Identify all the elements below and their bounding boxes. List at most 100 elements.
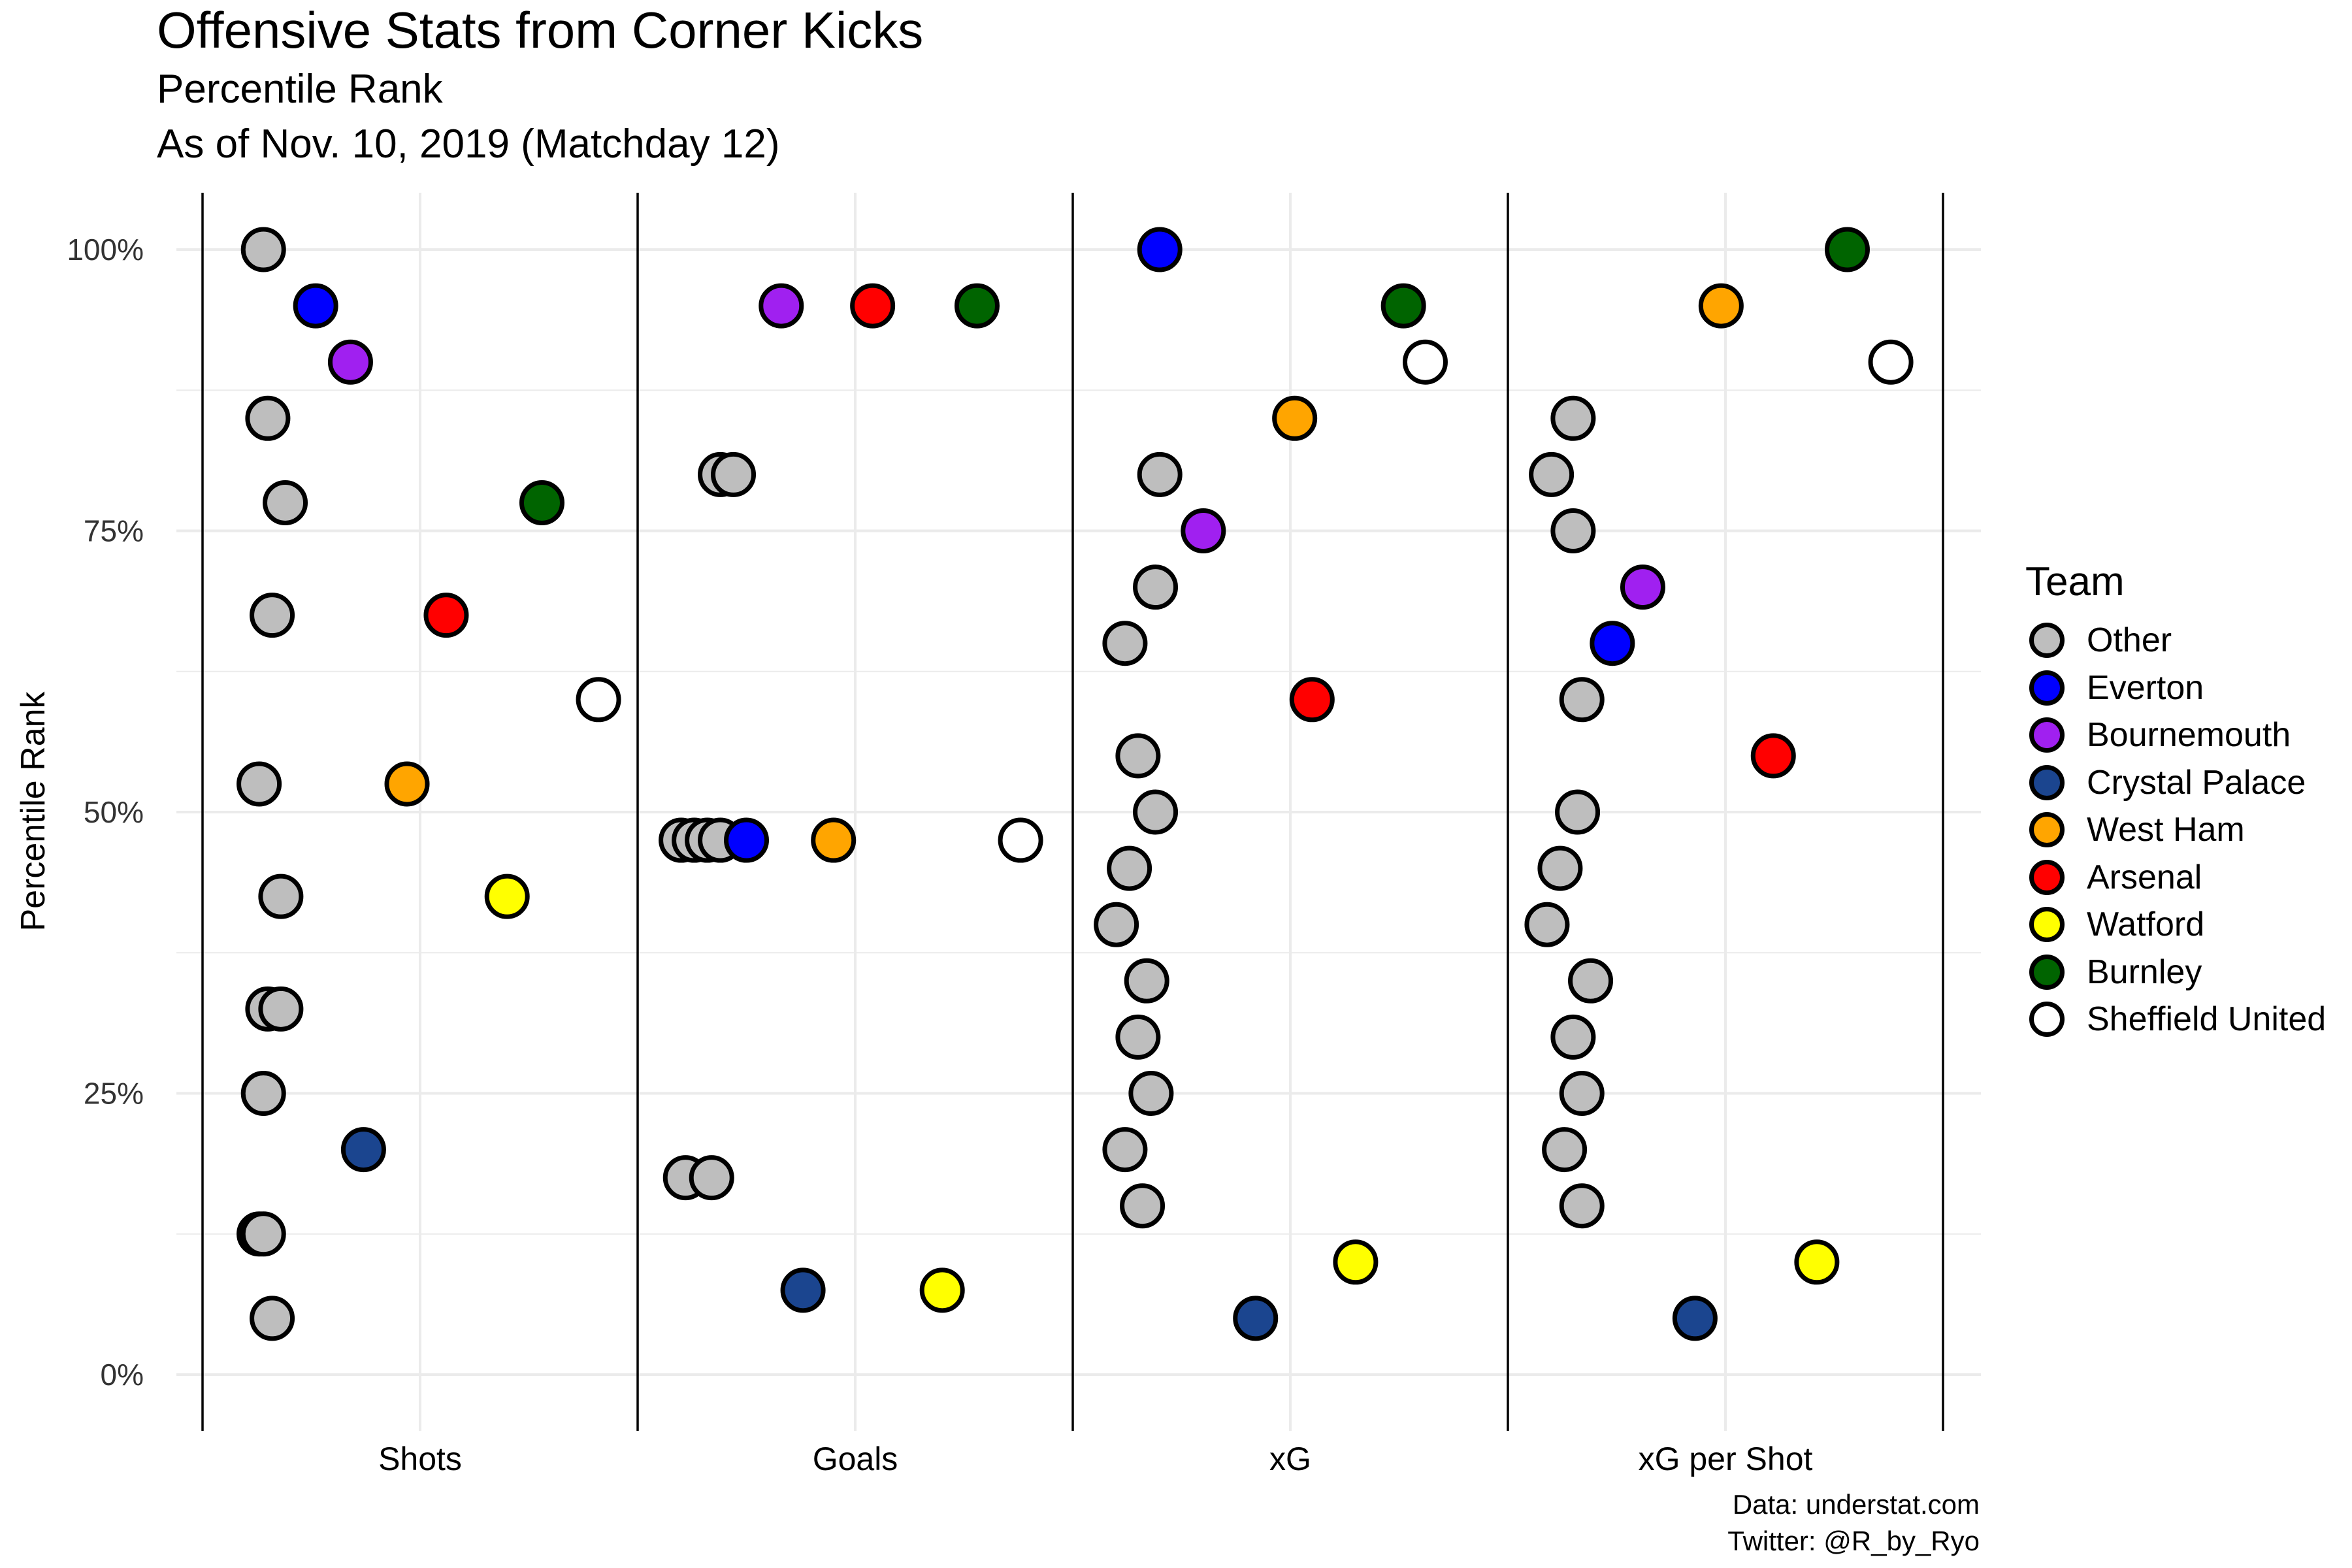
point-watford — [484, 874, 530, 919]
chart-subtitle-date: As of Nov. 10, 2019 (Matchday 12) — [157, 122, 780, 167]
y-tick-label: 0% — [101, 1358, 144, 1392]
legend-label: West Ham — [2087, 811, 2245, 849]
y-tick-label: 25% — [84, 1077, 144, 1111]
point-other — [258, 986, 304, 1032]
point-other — [1128, 1071, 1174, 1116]
chart-title: Offensive Stats from Corner Kicks — [157, 1, 924, 59]
point-other — [1559, 677, 1605, 723]
point-arsenal — [850, 283, 896, 329]
point-other — [1529, 451, 1575, 497]
point-sheffield-united — [1402, 339, 1448, 385]
x-tick-label: xG — [1269, 1441, 1311, 1477]
point-arsenal — [423, 593, 469, 638]
legend-item: Sheffield United — [2025, 996, 2326, 1043]
point-bournemouth — [327, 339, 373, 385]
x-tick-label: Shots — [378, 1441, 462, 1477]
legend-item: Everton — [2025, 664, 2326, 712]
point-other — [1115, 1014, 1161, 1060]
point-other — [711, 451, 757, 497]
point-other — [1107, 845, 1152, 891]
point-other — [1137, 451, 1183, 497]
point-other — [1559, 1183, 1605, 1229]
panel-dividers — [201, 193, 1944, 1431]
point-other — [1115, 733, 1161, 779]
legend-key — [2029, 954, 2065, 990]
point-west-ham — [811, 817, 857, 863]
legend-label: Watford — [2087, 906, 2205, 944]
legend-label: Sheffield United — [2087, 1000, 2327, 1039]
legend-key — [2029, 812, 2065, 848]
point-other — [258, 874, 304, 919]
y-axis-ticks: 0% 25% 50% 75% 100% — [67, 233, 144, 1392]
point-sheffield-united — [1868, 339, 1914, 385]
point-everton — [1590, 621, 1635, 666]
point-sheffield-united — [998, 817, 1043, 863]
point-everton — [724, 817, 769, 863]
point-crystal-palace — [340, 1127, 386, 1173]
caption-source: Data: understat.com — [1732, 1489, 1980, 1520]
point-west-ham — [1698, 283, 1744, 329]
point-other — [1094, 902, 1139, 947]
legend-label: Everton — [2087, 668, 2204, 707]
point-other — [245, 395, 291, 441]
point-sheffield-united — [576, 677, 621, 723]
point-other — [240, 1071, 286, 1116]
point-watford — [919, 1267, 965, 1313]
point-everton — [293, 283, 338, 329]
legend: Team Other Everton Bournemouth Crystal Pala… — [2025, 562, 2326, 1043]
legend-item: Watford — [2025, 901, 2326, 949]
legend-key — [2029, 717, 2065, 753]
point-crystal-palace — [1233, 1296, 1279, 1341]
point-other — [1120, 1183, 1166, 1229]
point-other — [1102, 621, 1148, 666]
point-other — [689, 1155, 734, 1201]
point-other — [1524, 902, 1570, 947]
point-watford — [1794, 1239, 1840, 1285]
point-other — [250, 593, 295, 638]
legend-key — [2029, 1002, 2065, 1037]
legend-title: Team — [2025, 559, 2125, 604]
caption-twitter: Twitter: @R_by_Ryo — [1727, 1526, 1980, 1556]
point-watford — [1333, 1239, 1379, 1285]
legend-item: West Ham — [2025, 806, 2326, 854]
legend-key — [2029, 670, 2065, 706]
point-other — [1133, 564, 1179, 610]
point-burnley — [1824, 227, 1870, 272]
point-crystal-palace — [780, 1267, 826, 1313]
point-arsenal — [1289, 677, 1335, 723]
y-tick-label: 50% — [84, 795, 144, 829]
legend-key — [2029, 623, 2065, 659]
point-other — [1559, 1071, 1605, 1116]
point-other — [1550, 1014, 1596, 1060]
legend-item: Bournemouth — [2025, 711, 2326, 759]
point-other — [240, 1211, 286, 1257]
point-other — [1550, 395, 1596, 441]
legend-item: Other — [2025, 617, 2326, 664]
point-other — [1124, 958, 1169, 1004]
point-bournemouth — [759, 283, 804, 329]
point-burnley — [1380, 283, 1426, 329]
point-other — [1550, 508, 1596, 553]
legend-label: Bournemouth — [2087, 716, 2291, 755]
point-other — [1568, 958, 1614, 1004]
point-arsenal — [1750, 733, 1796, 779]
legend-key — [2029, 907, 2065, 943]
legend-items: Other Everton Bournemouth Crystal Palace Wes… — [2025, 617, 2326, 1043]
legend-label: Other — [2087, 621, 2172, 660]
y-tick-label: 100% — [67, 233, 144, 267]
legend-key — [2029, 859, 2065, 895]
x-tick-label: Goals — [813, 1441, 898, 1477]
legend-label: Arsenal — [2087, 858, 2202, 896]
point-burnley — [954, 283, 1000, 329]
y-axis-label: Percentile Rank — [14, 691, 52, 931]
legend-item: Arsenal — [2025, 854, 2326, 902]
x-axis-ticks: Shots Goals xG xG per Shot — [378, 1441, 1812, 1477]
point-other — [263, 480, 308, 525]
grid-lines — [176, 193, 1981, 1431]
legend-label: Crystal Palace — [2087, 763, 2306, 802]
data-points — [237, 227, 1914, 1341]
point-other — [1555, 789, 1601, 835]
point-other — [1133, 789, 1179, 835]
x-tick-label: xG per Shot — [1639, 1441, 1813, 1477]
